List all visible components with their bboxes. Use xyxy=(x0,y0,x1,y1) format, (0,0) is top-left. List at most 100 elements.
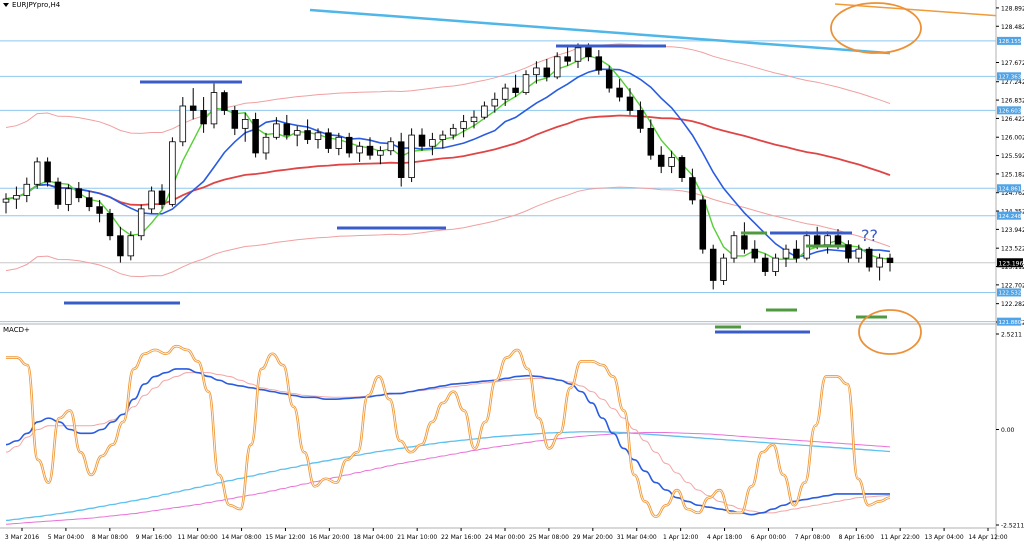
candle-body xyxy=(304,130,311,140)
time-tick-label: 22 Mar 16:00 xyxy=(441,534,481,541)
time-tick-label: 8 Mar 08:00 xyxy=(92,534,128,541)
candle-body xyxy=(595,56,603,71)
candle-body xyxy=(85,197,93,208)
macd-signal-line xyxy=(5,372,891,514)
candle-body xyxy=(657,154,665,167)
candle-body xyxy=(179,105,187,143)
candle-body xyxy=(761,257,769,272)
candle-body xyxy=(637,110,644,129)
candle-body xyxy=(741,235,748,250)
candle-body xyxy=(283,123,291,136)
candle-body xyxy=(564,56,571,62)
candle-body xyxy=(262,136,270,154)
time-tick-label: 24 Mar 00:00 xyxy=(485,534,525,541)
price-tick-label: 123.522 xyxy=(1001,246,1024,253)
time-tick-label: 7 Apr 08:00 xyxy=(795,534,830,541)
time-tick-label: 31 Mar 04:00 xyxy=(617,534,657,541)
level-price-label: 121.880 xyxy=(999,320,1022,326)
candle-body xyxy=(512,87,519,93)
candle-body xyxy=(54,181,62,205)
chart-title: EURJPYpro,H4 xyxy=(3,1,60,9)
candle-body xyxy=(200,110,207,125)
macd-tick-label: -2.5211 xyxy=(1001,523,1024,530)
candle-body xyxy=(117,235,124,257)
stochastic-orange-inner xyxy=(5,345,891,518)
time-tick-label: 6 Apr 00:00 xyxy=(751,534,786,541)
level-price-tag xyxy=(997,106,1021,115)
candle-body xyxy=(626,96,634,111)
current-price-label: 123.196 xyxy=(999,260,1024,267)
macd-tick-label: 0.00 xyxy=(1001,427,1015,434)
bottom-circle-annotation xyxy=(858,309,922,355)
candle-body xyxy=(345,136,353,154)
orange-trend-line xyxy=(834,3,997,17)
level-price-label: 127.363 xyxy=(999,75,1022,81)
symbol-title: EURJPYpro,H4 xyxy=(12,1,61,9)
candle-body xyxy=(273,123,280,138)
candle-body xyxy=(449,127,457,136)
collapse-triangle-icon[interactable] xyxy=(3,3,9,7)
candle-body xyxy=(356,145,363,154)
time-tick-label: 11 Mar 00:00 xyxy=(178,534,218,541)
current-price-tag xyxy=(997,258,1023,268)
level-price-tag xyxy=(997,317,1021,326)
price-tick-label: 123.112 xyxy=(1001,264,1024,271)
candle-body xyxy=(845,244,852,259)
time-tick-label: 1 Apr 12:00 xyxy=(663,534,698,541)
candle-body xyxy=(2,198,10,203)
time-tick-label: 14 Mar 08:00 xyxy=(222,534,262,541)
slow-magenta-line xyxy=(5,432,891,525)
candle-body xyxy=(418,134,426,147)
slow-cyan-line xyxy=(5,431,891,522)
time-tick-label: 13 Apr 04:00 xyxy=(925,534,964,541)
time-tick-label: 16 Mar 20:00 xyxy=(309,534,349,541)
price-tick-label: 128.482 xyxy=(1001,24,1024,31)
candle-body xyxy=(169,141,176,205)
trend-channel-line xyxy=(309,8,891,55)
price-tick-label: 126.422 xyxy=(1001,116,1024,123)
time-tick-label: 11 Apr 22:00 xyxy=(881,534,920,541)
candle-body xyxy=(23,183,31,196)
candle-body xyxy=(137,208,145,237)
candle-body xyxy=(252,119,259,154)
candle-body xyxy=(231,110,239,129)
candle-body xyxy=(709,248,717,281)
time-tick-label: 15 Mar 12:00 xyxy=(265,534,305,541)
slow-moving-average xyxy=(5,114,891,206)
candle-body xyxy=(96,206,103,214)
candle-body xyxy=(574,47,582,62)
candle-body xyxy=(751,248,759,259)
candle-body xyxy=(522,74,530,93)
price-tick-label: 127.672 xyxy=(1001,60,1024,67)
level-price-label: 122.532 xyxy=(999,291,1022,297)
candle-body xyxy=(501,87,509,100)
candle-body xyxy=(720,257,727,281)
fast-moving-average xyxy=(5,54,891,260)
candle-body xyxy=(127,235,135,257)
lower-envelope-line xyxy=(5,186,891,278)
time-tick-label: 5 Mar 04:00 xyxy=(48,534,84,541)
candle-body xyxy=(585,47,592,58)
top-circle-annotation xyxy=(830,2,922,54)
candle-body xyxy=(876,257,883,268)
candle-body xyxy=(668,157,675,167)
candle-body xyxy=(678,157,686,178)
candle-body xyxy=(387,141,395,152)
level-price-tag xyxy=(997,211,1021,220)
candle-body xyxy=(689,177,696,201)
candle-body xyxy=(44,161,51,183)
candle-body xyxy=(772,257,779,272)
candle-body xyxy=(397,141,405,178)
candle-body xyxy=(429,139,436,147)
candle-body xyxy=(158,190,166,205)
time-tick-label: 9 Mar 16:00 xyxy=(136,534,172,541)
candle-body xyxy=(75,188,83,199)
price-tick-label: 127.242 xyxy=(1001,79,1024,86)
candle-body xyxy=(834,235,842,246)
candle-body xyxy=(647,127,655,156)
price-tick-label: 126.002 xyxy=(1001,135,1024,142)
candle-body xyxy=(221,92,228,111)
candle-body xyxy=(855,248,863,259)
